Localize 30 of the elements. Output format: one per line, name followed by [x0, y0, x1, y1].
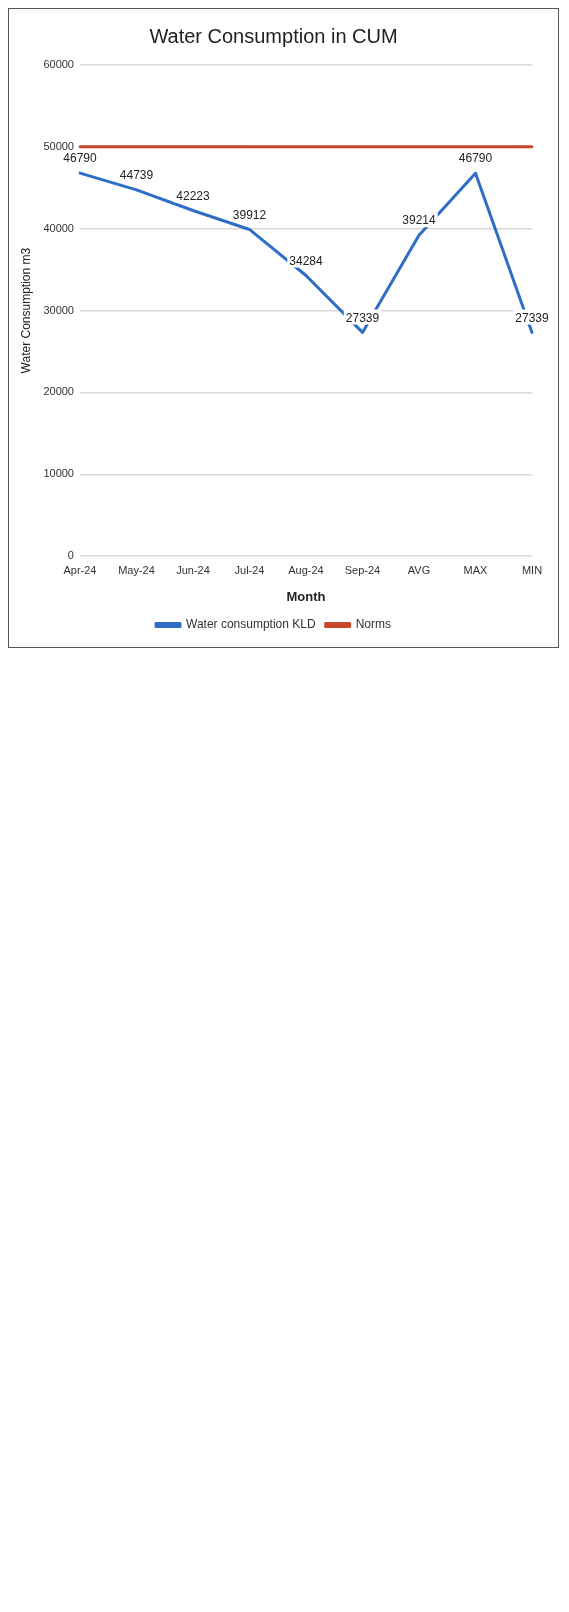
legend-label: Norms: [355, 617, 391, 632]
x-tick-label: Sep-24: [344, 563, 381, 576]
data-label: 27339: [345, 310, 380, 325]
data-label: 46790: [63, 151, 97, 166]
data-label: 34284: [289, 253, 323, 268]
y-tick-label: 50000: [43, 139, 74, 152]
x-axis-title: Month: [286, 588, 326, 604]
x-tick-label: MAX: [463, 563, 489, 576]
y-tick-label: 40000: [43, 221, 74, 234]
x-tick-label: Jul-24: [234, 563, 265, 576]
chart-title: Water Consumption in CUM: [149, 24, 398, 47]
x-tick-label: May-24: [118, 563, 155, 576]
legend-label: Water consumption KLD: [186, 617, 316, 632]
data-label: 44739: [119, 168, 154, 183]
data-label: 27339: [515, 310, 550, 325]
x-tick-label: Apr-24: [63, 563, 97, 576]
x-tick-label: Aug-24: [288, 563, 324, 576]
data-label: 39214: [402, 213, 436, 228]
data-label: 42223: [176, 188, 210, 203]
x-tick-label: AVG: [407, 563, 431, 576]
data-label: 46790: [458, 151, 493, 166]
y-tick-label: 20000: [43, 385, 74, 398]
x-tick-label: MIN: [521, 563, 543, 576]
x-tick-label: Jun-24: [176, 563, 210, 576]
y-tick-label: 0: [67, 549, 74, 562]
y-tick-label: 30000: [43, 303, 74, 316]
data-label: 39912: [232, 207, 267, 222]
y-axis-title: Water Consumption m3: [18, 247, 33, 374]
y-tick-label: 60000: [43, 58, 74, 71]
y-tick-label: 10000: [43, 467, 74, 480]
